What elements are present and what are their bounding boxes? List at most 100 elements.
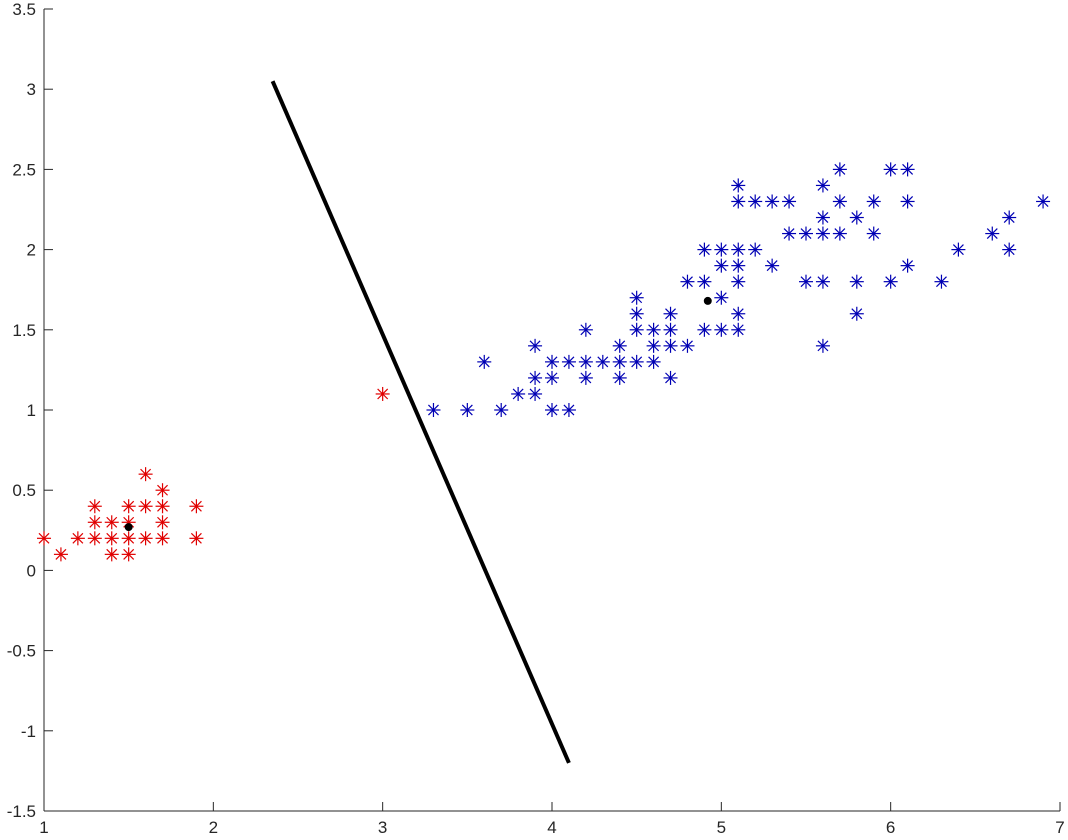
point-marker — [714, 322, 729, 337]
point-marker — [1002, 210, 1017, 225]
y-tick-label: -1 — [21, 722, 36, 741]
point-marker — [900, 258, 915, 273]
point-marker — [578, 354, 593, 369]
decision-boundary — [270, 80, 571, 764]
point-marker — [782, 194, 797, 209]
point-marker — [680, 274, 695, 289]
point-marker — [731, 194, 746, 209]
point-marker — [883, 274, 898, 289]
point-marker — [866, 194, 881, 209]
y-tick-label: -0.5 — [7, 642, 36, 661]
boundary-line — [270, 80, 571, 764]
point-marker — [849, 306, 864, 321]
point-marker — [561, 403, 576, 417]
point-marker — [104, 547, 119, 562]
x-tick-label: 4 — [547, 818, 556, 837]
point-marker — [849, 274, 864, 289]
point-marker — [578, 322, 593, 337]
y-tick-label: -1.5 — [7, 802, 36, 821]
point-marker — [53, 547, 68, 562]
point-marker — [714, 290, 729, 305]
point-marker — [748, 194, 763, 209]
point-marker — [714, 242, 729, 257]
point-marker — [612, 354, 627, 369]
point-marker — [189, 499, 204, 514]
tick-labels: 1 2 3 4 5 6 7 -1.5 -1 -0.5 0 0.5 1 1.5 2 2.5 3 3.5 — [7, 0, 1065, 837]
x-tick-label: 2 — [209, 818, 218, 837]
point-marker — [121, 499, 136, 514]
point-marker — [697, 274, 712, 289]
point-marker — [87, 515, 102, 530]
point-marker — [832, 226, 847, 241]
point-marker — [815, 226, 830, 241]
point-marker — [37, 531, 51, 546]
y-tick-label: 2 — [27, 241, 36, 260]
point-marker — [528, 370, 543, 385]
point-marker — [748, 242, 763, 257]
point-marker — [731, 242, 746, 257]
point-marker — [815, 274, 830, 289]
point-marker — [629, 354, 644, 369]
x-tick-label: 6 — [886, 818, 895, 837]
point-marker — [714, 258, 729, 273]
point-marker — [121, 547, 136, 562]
point-marker — [612, 370, 627, 385]
y-tick-label: 0.5 — [12, 481, 36, 500]
point-marker — [578, 370, 593, 385]
point-marker — [70, 531, 85, 546]
axes — [43, 8, 1061, 812]
x-tick-label: 1 — [39, 818, 48, 837]
y-tick-label: 2.5 — [12, 160, 36, 179]
point-marker — [104, 515, 119, 530]
point-marker — [561, 354, 576, 369]
point-marker — [663, 370, 678, 385]
point-marker — [545, 370, 559, 385]
point-marker — [138, 499, 153, 514]
point-marker — [155, 499, 170, 514]
y-tick-label: 1.5 — [12, 321, 36, 340]
point-marker — [375, 386, 390, 401]
point-marker — [121, 531, 136, 546]
point-marker — [765, 258, 780, 273]
point-marker — [189, 531, 204, 546]
point-marker — [731, 178, 746, 193]
point-marker — [155, 483, 170, 498]
x-tick-label: 7 — [1055, 818, 1064, 837]
point-marker — [1002, 242, 1017, 257]
point-marker — [528, 338, 543, 353]
point-marker — [866, 226, 881, 241]
point-marker — [883, 162, 898, 177]
point-marker — [612, 338, 627, 353]
y-tick-label: 3 — [27, 80, 36, 99]
point-marker — [104, 531, 119, 546]
point-marker — [138, 467, 153, 482]
centroid-marker — [703, 296, 712, 305]
point-marker — [460, 403, 475, 417]
point-marker — [900, 162, 915, 177]
point-marker — [528, 386, 543, 401]
point-marker — [815, 210, 830, 225]
point-marker — [646, 354, 661, 369]
point-marker — [511, 386, 526, 401]
point-marker — [697, 242, 712, 257]
point-marker — [951, 242, 966, 257]
point-marker — [900, 194, 915, 209]
point-marker — [731, 322, 746, 337]
point-marker — [832, 194, 847, 209]
point-marker — [1036, 194, 1051, 209]
point-marker — [646, 322, 661, 337]
point-marker — [697, 322, 712, 337]
x-tick-label: 3 — [378, 818, 387, 837]
point-marker — [155, 515, 170, 530]
point-marker — [155, 531, 170, 546]
point-marker — [629, 290, 644, 305]
point-marker — [731, 306, 746, 321]
y-tick-label: 3.5 — [12, 0, 36, 19]
point-marker — [663, 322, 678, 337]
point-marker — [138, 531, 153, 546]
y-tick-label: 0 — [27, 561, 36, 580]
data-points — [37, 162, 1051, 562]
point-marker — [545, 354, 559, 369]
point-marker — [782, 226, 797, 241]
